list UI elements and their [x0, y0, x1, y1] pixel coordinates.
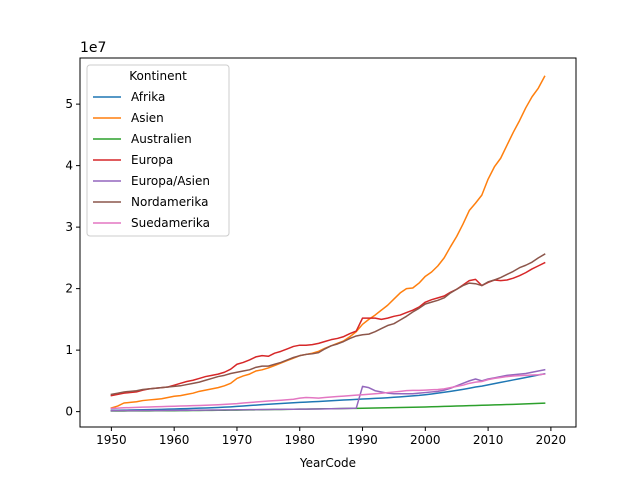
y-tick-label: 5	[65, 97, 73, 111]
series-line-europa	[110, 261, 546, 397]
legend-label: Europa/Asien	[131, 174, 210, 188]
legend-items: Afrika Asien Australien Europa Europa/Asien N…	[93, 90, 210, 230]
legend: Kontinent Afrika Asien Australien Europa Eur…	[86, 64, 230, 237]
legend-label: Asien	[131, 111, 164, 125]
legend-label: Europa	[131, 153, 173, 167]
legend-label: Afrika	[131, 90, 165, 104]
x-axis-label: YearCode	[299, 456, 356, 470]
x-tick-label: 1960	[159, 433, 190, 447]
legend-label: Suedamerika	[131, 216, 210, 230]
y-tick-label: 4	[65, 159, 73, 173]
x-axis: 1950 1960 1970 1980 1990 2000 2010 2020	[96, 427, 566, 447]
series-line-suedamerika	[110, 373, 546, 410]
plot-lines	[110, 75, 546, 412]
x-tick-label: 1990	[347, 433, 378, 447]
legend-frame	[86, 64, 230, 237]
y-tick-label: 0	[65, 405, 73, 419]
y-tick-label: 2	[65, 282, 73, 296]
x-tick-label: 1970	[222, 433, 253, 447]
x-tick-label: 2010	[473, 433, 504, 447]
plot-area-frame	[79, 57, 577, 428]
x-tick-label: 2020	[536, 433, 567, 447]
x-tick-label: 1980	[284, 433, 315, 447]
x-tick-label: 1950	[96, 433, 127, 447]
legend-label: Australien	[131, 132, 192, 146]
legend-label: Nordamerika	[131, 195, 208, 209]
y-offset-label: 1e7	[80, 40, 106, 56]
x-tick-label: 2000	[410, 433, 441, 447]
y-axis: 0 1 2 3 4 5	[65, 97, 80, 419]
series-line-nordamerika	[110, 253, 546, 396]
legend-title: Kontinent	[129, 69, 187, 83]
y-tick-label: 1	[65, 343, 73, 357]
y-tick-label: 3	[65, 220, 73, 234]
series-line-europa-asien	[110, 368, 546, 412]
series-line-afrika	[110, 372, 546, 412]
